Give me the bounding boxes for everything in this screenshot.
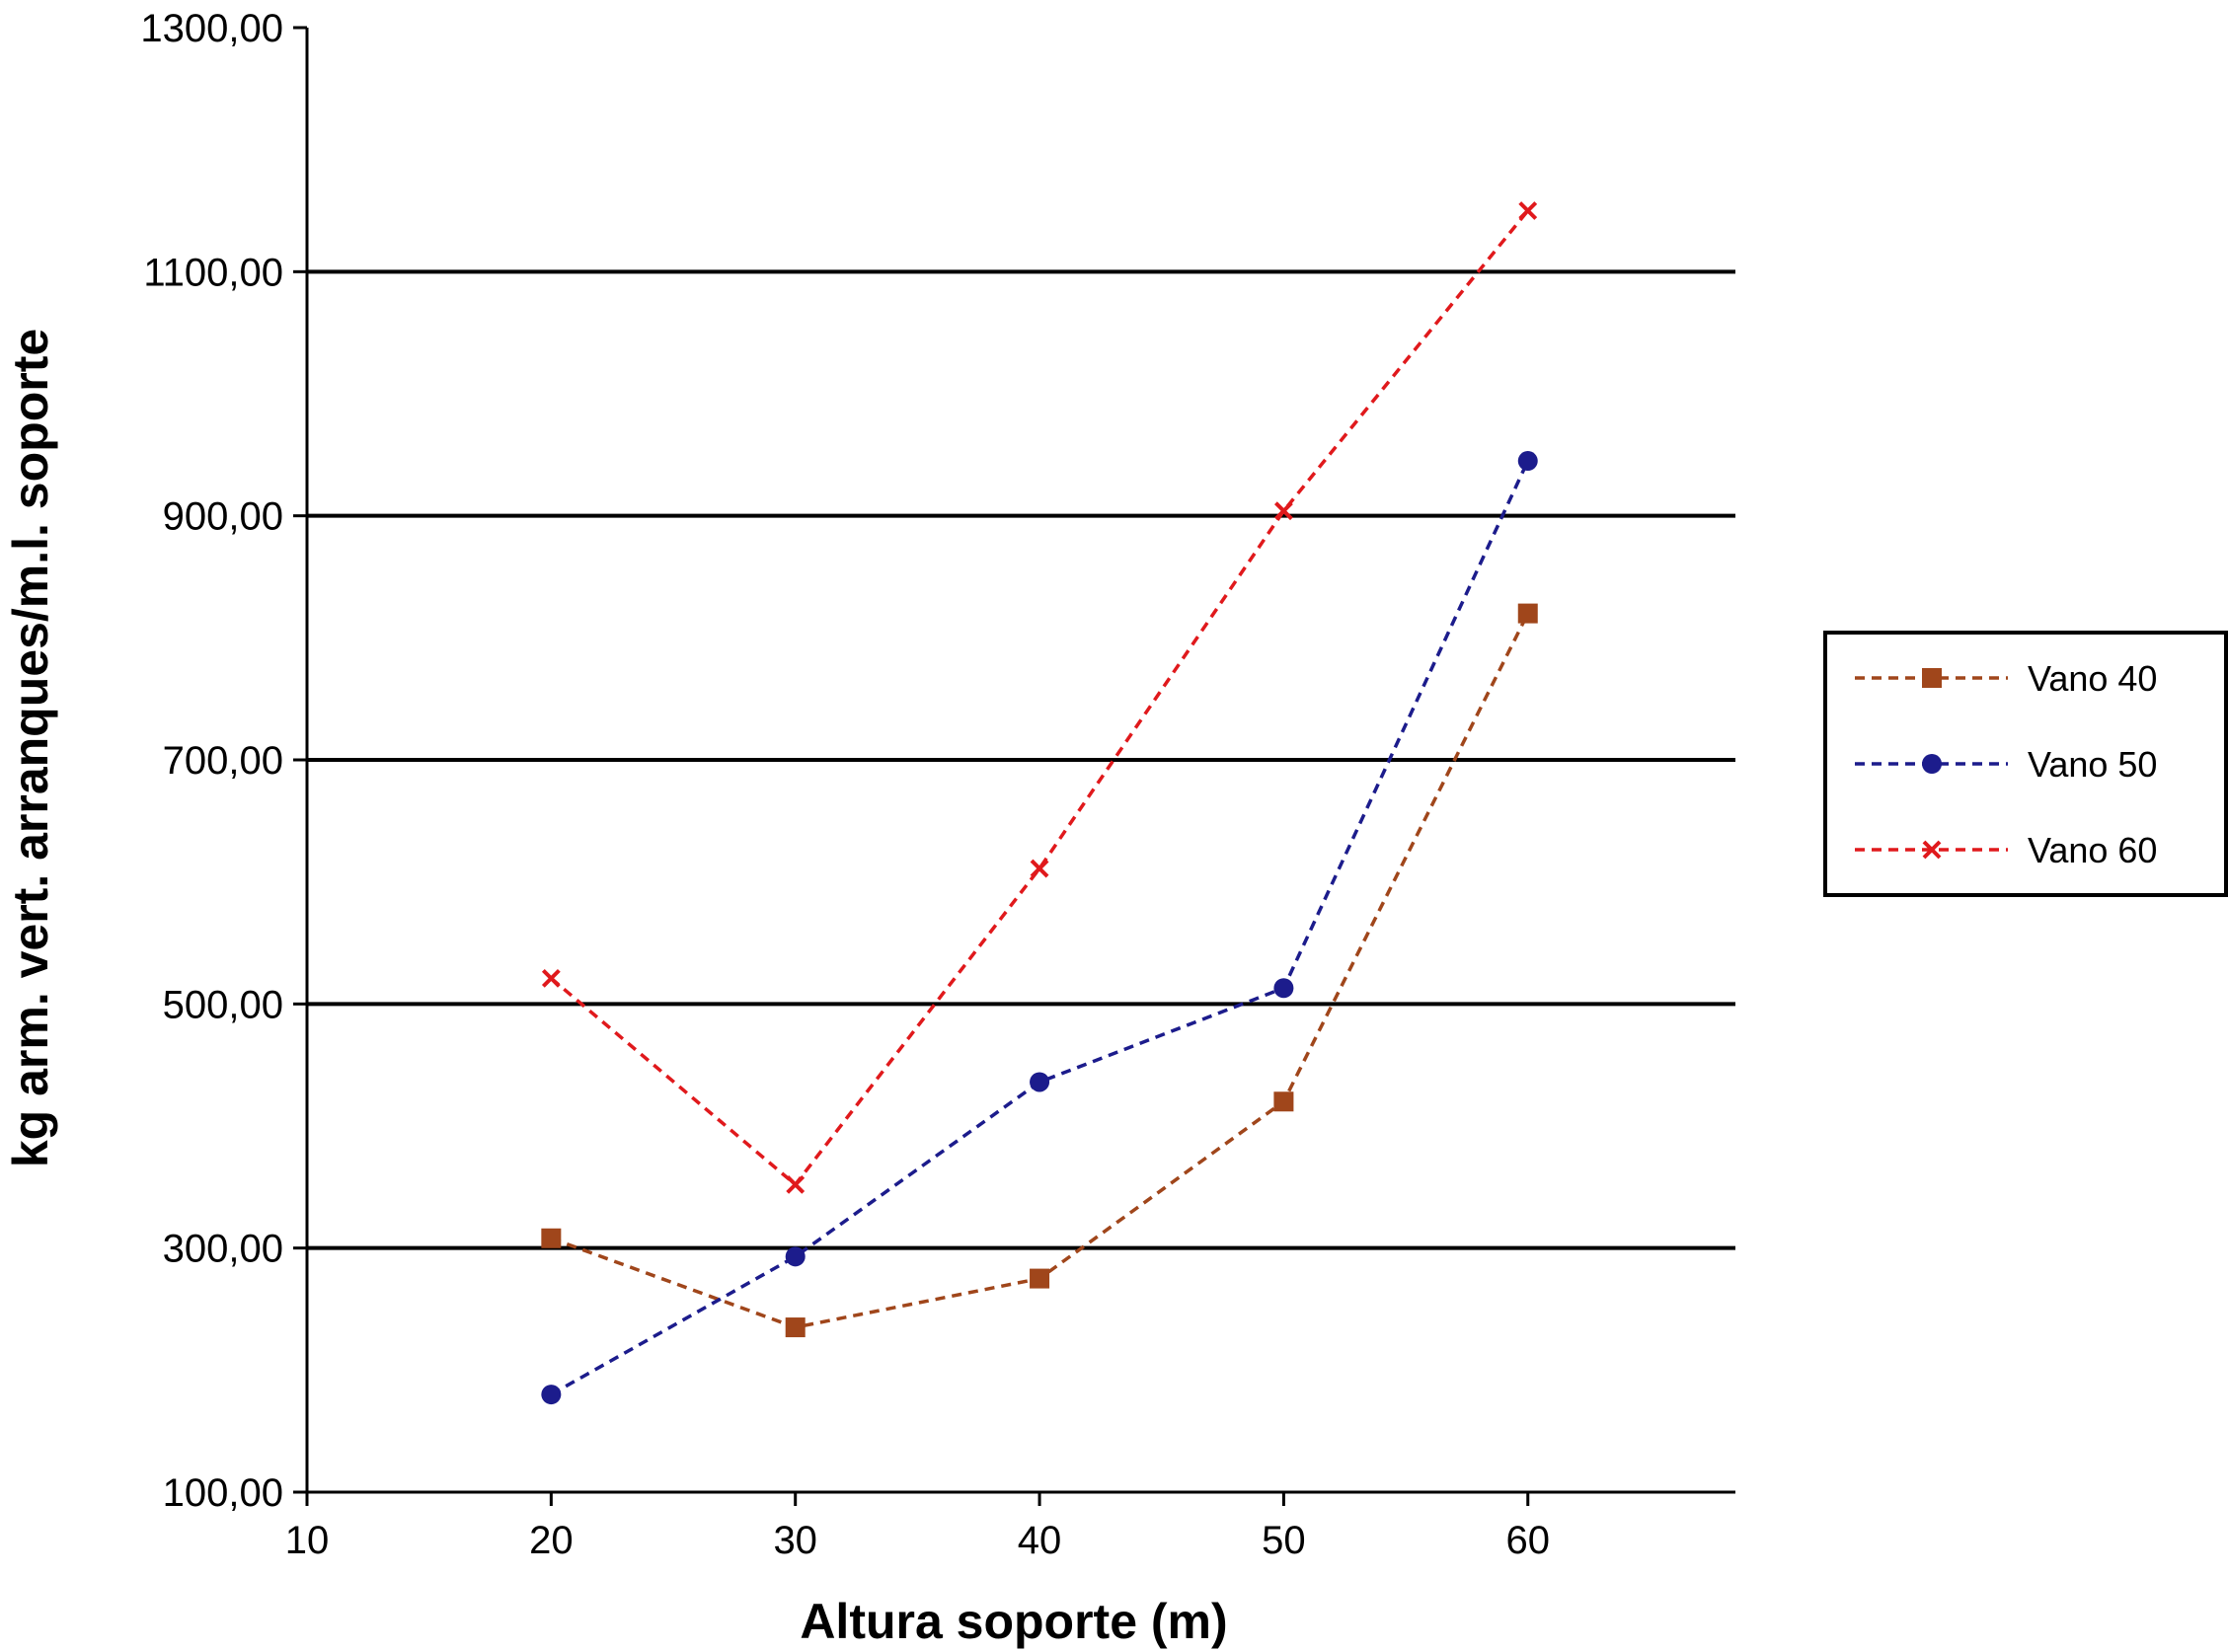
y-tick-label: 1100,00 bbox=[143, 251, 283, 294]
data-point-s2-p0-stroke-b bbox=[541, 968, 561, 988]
legend-label-0: Vano 40 bbox=[2028, 658, 2157, 699]
series-0 bbox=[541, 603, 1538, 1338]
y-axis-title: kg arm. vert. arranques/m.l. soporte bbox=[3, 329, 58, 1167]
data-point-s2-p3-stroke-b bbox=[1273, 501, 1293, 521]
legend-label-1: Vano 50 bbox=[2028, 744, 2157, 785]
legend-marker-2-stroke-b bbox=[1922, 840, 1942, 860]
x-tick-label: 30 bbox=[773, 1519, 817, 1562]
x-axis-title: Altura soporte (m) bbox=[800, 1594, 1227, 1649]
data-point-s2-p4 bbox=[1518, 201, 1538, 220]
x-tick-label: 40 bbox=[1018, 1519, 1062, 1562]
data-point-s1-p4 bbox=[1517, 451, 1538, 472]
data-point-s2-p1-stroke-b bbox=[786, 1174, 806, 1194]
series-line-0 bbox=[550, 612, 1530, 1329]
data-point-s0-p4 bbox=[1517, 603, 1538, 624]
data-point-s0-p3 bbox=[1273, 1091, 1294, 1112]
data-point-s2-p0 bbox=[541, 968, 561, 988]
data-point-s2-p1 bbox=[786, 1174, 806, 1194]
grid-lines bbox=[307, 269, 1735, 1250]
legend-item-0: Vano 40 bbox=[1855, 658, 2157, 699]
data-point-s2-p4-stroke-b bbox=[1518, 201, 1538, 220]
data-point-s1-p3 bbox=[1273, 978, 1294, 999]
y-tick-label: 300,00 bbox=[163, 1228, 283, 1271]
series-line-1 bbox=[550, 460, 1530, 1396]
y-tick-label: 100,00 bbox=[163, 1471, 283, 1515]
data-point-s1-p1 bbox=[785, 1246, 806, 1267]
series-line-2 bbox=[550, 209, 1530, 1187]
x-tick-label: 10 bbox=[285, 1519, 330, 1562]
y-tick-label: 500,00 bbox=[163, 983, 283, 1026]
y-tick-label: 700,00 bbox=[163, 739, 283, 783]
data-point-s1-p2 bbox=[1030, 1072, 1050, 1092]
series-group bbox=[541, 201, 1538, 1405]
data-point-s1-p0 bbox=[541, 1385, 562, 1405]
data-point-s2-p2-stroke-b bbox=[1030, 859, 1049, 878]
legend-marker-2 bbox=[1922, 840, 1942, 860]
legend-label-2: Vano 60 bbox=[2028, 830, 2157, 870]
data-point-s2-p2 bbox=[1030, 859, 1049, 878]
tick-labels: 100,00 300,00 500,00 700,00 900,00 1100,00 130… bbox=[140, 7, 1550, 1562]
legend-item-2: Vano 60 bbox=[1855, 830, 2157, 870]
legend-item-1: Vano 50 bbox=[1855, 744, 2157, 785]
series-2 bbox=[541, 201, 1538, 1194]
series-1 bbox=[541, 451, 1538, 1405]
data-point-s2-p3 bbox=[1273, 501, 1293, 521]
legend-box bbox=[1823, 631, 2228, 897]
x-tick-label: 50 bbox=[1262, 1519, 1306, 1562]
data-point-s0-p2 bbox=[1030, 1268, 1050, 1289]
legend: Vano 40 Vano 50 Vano 60 bbox=[1823, 631, 2228, 897]
data-point-s0-p0 bbox=[541, 1228, 562, 1248]
y-tick-label: 1300,00 bbox=[140, 7, 283, 50]
data-point-s0-p1 bbox=[785, 1317, 806, 1338]
x-tick-label: 20 bbox=[529, 1519, 574, 1562]
legend-marker-1 bbox=[1922, 754, 1942, 774]
y-tick-label: 900,00 bbox=[163, 495, 283, 539]
axes bbox=[293, 26, 1735, 1506]
x-tick-label: 60 bbox=[1506, 1519, 1551, 1562]
legend-marker-0 bbox=[1922, 668, 1942, 688]
